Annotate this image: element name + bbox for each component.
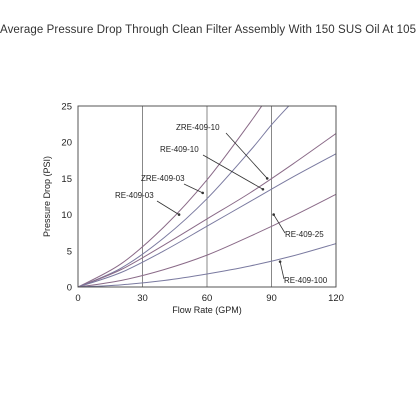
leader-line-re-409-03 <box>156 200 180 215</box>
annotation-label-re-409-10: RE-409-10 <box>160 145 199 154</box>
leader-dot-re-409-10 <box>261 187 265 191</box>
annotations: ZRE-409-10 RE-409-10 ZRE-409-03 RE-409-03 RE… <box>115 123 328 285</box>
curve-zre-409-10 <box>78 106 263 287</box>
y-tick-label: 5 <box>67 246 72 257</box>
x-tick-label: 0 <box>75 293 80 304</box>
curve-re-409-10 <box>78 106 290 287</box>
annotation-label-zre-409-10: ZRE-409-10 <box>176 123 220 132</box>
curve-zre-409-03 <box>78 133 336 287</box>
annotation-label-zre-409-03: ZRE-409-03 <box>141 174 185 183</box>
curve-re-409-03 <box>78 153 336 287</box>
annotation-label-re-409-100: RE-409-100 <box>284 276 328 285</box>
x-tick-label: 120 <box>328 293 344 304</box>
x-tick-label: 90 <box>266 293 277 304</box>
leader-line-re-409-25 <box>273 214 286 234</box>
grid-lines <box>142 106 272 287</box>
tick-labels: 0 30 60 90 120 0 5 10 15 20 25 <box>61 102 344 305</box>
leader-line-zre-409-03 <box>183 183 203 194</box>
leader-dot-zre-409-10 <box>265 177 269 180</box>
leader-dot-re-409-03 <box>177 213 181 216</box>
y-tick-label: 0 <box>67 283 72 294</box>
y-tick-label: 25 <box>61 102 72 113</box>
x-tick-label: 60 <box>202 293 213 304</box>
leader-line-re-409-10 <box>202 154 264 190</box>
curves <box>78 106 336 287</box>
leader-line-re-409-100 <box>279 261 285 280</box>
curve-re-409-100 <box>78 243 336 287</box>
y-tick-label: 10 <box>61 210 72 221</box>
leader-dot-zre-409-03 <box>201 191 204 195</box>
leader-dot-re-409-100 <box>278 260 282 263</box>
y-tick-label: 15 <box>61 174 72 185</box>
leader-dot-re-409-25 <box>272 213 275 216</box>
chart-title: Average Pressure Drop Through Clean Filt… <box>0 24 416 36</box>
annotation-label-re-409-03: RE-409-03 <box>115 191 154 200</box>
x-axis-label: Flow Rate (GPM) <box>172 305 242 315</box>
y-axis-label: Pressure Drop (PSI) <box>42 156 52 237</box>
x-tick-label: 30 <box>137 293 148 304</box>
plot-frame <box>77 105 337 288</box>
y-tick-label: 20 <box>61 138 72 149</box>
curve-re-409-25 <box>78 193 336 287</box>
annotation-label-re-409-25: RE-409-25 <box>285 230 324 239</box>
leader-line-zre-409-10 <box>225 132 268 179</box>
